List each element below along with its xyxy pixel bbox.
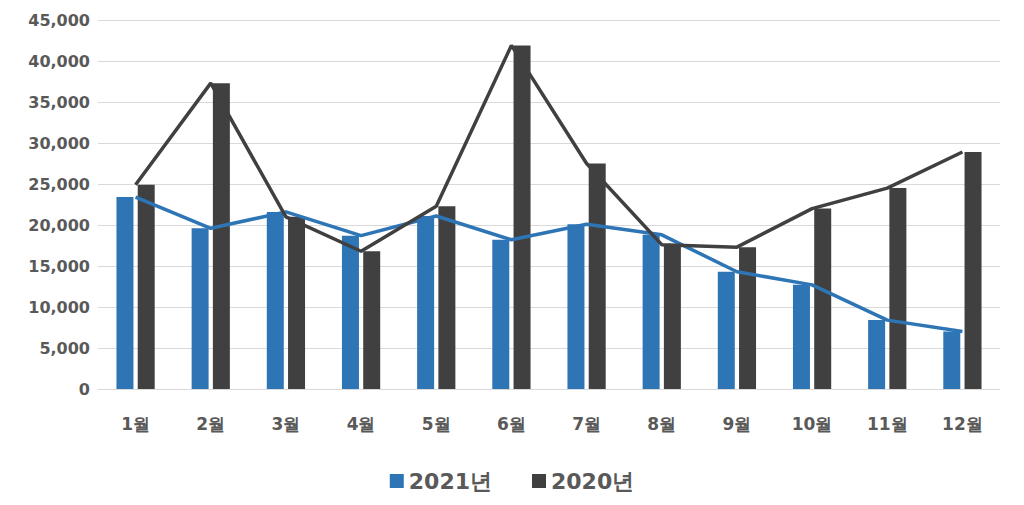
- svg-text:2020년: 2020년: [551, 469, 634, 494]
- svg-text:4월: 4월: [347, 414, 376, 434]
- svg-text:0: 0: [79, 380, 90, 399]
- svg-text:35,000: 35,000: [28, 93, 90, 112]
- svg-text:30,000: 30,000: [28, 134, 90, 153]
- svg-text:7월: 7월: [572, 414, 601, 434]
- svg-text:1월: 1월: [121, 414, 150, 434]
- svg-text:15,000: 15,000: [28, 257, 90, 276]
- svg-text:3월: 3월: [271, 414, 300, 434]
- svg-text:25,000: 25,000: [28, 175, 90, 194]
- svg-text:8월: 8월: [647, 414, 676, 434]
- svg-text:6월: 6월: [497, 414, 526, 434]
- svg-text:11월: 11월: [867, 414, 908, 434]
- svg-text:2월: 2월: [196, 414, 225, 434]
- svg-text:10,000: 10,000: [28, 298, 90, 317]
- svg-text:5,000: 5,000: [39, 339, 90, 358]
- svg-text:9월: 9월: [722, 414, 751, 434]
- svg-text:2021년: 2021년: [409, 469, 492, 494]
- svg-text:5월: 5월: [422, 414, 451, 434]
- svg-text:45,000: 45,000: [28, 11, 90, 30]
- svg-text:20,000: 20,000: [28, 216, 90, 235]
- svg-text:10월: 10월: [792, 414, 833, 434]
- svg-text:40,000: 40,000: [28, 52, 90, 71]
- svg-text:12월: 12월: [942, 414, 983, 434]
